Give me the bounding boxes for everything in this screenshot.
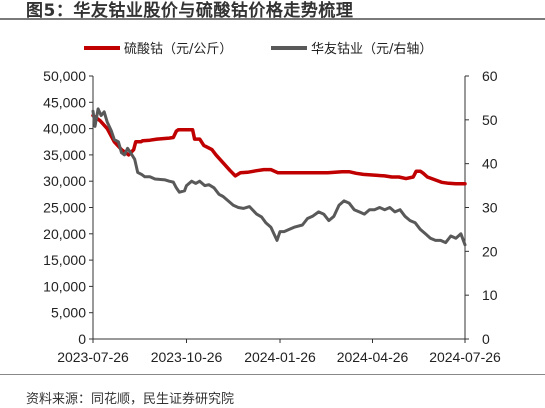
left-y-tick-label: 40,000 xyxy=(43,121,86,137)
right-y-tick-label: 0 xyxy=(482,331,490,347)
source-note: 资料来源：同花顺，民生证券研究院 xyxy=(26,392,235,407)
axes xyxy=(89,75,469,343)
left-y-tick-label: 50,000 xyxy=(43,68,86,84)
x-tick-label: 2023-10-26 xyxy=(151,349,223,365)
x-tick-label: 2024-04-26 xyxy=(337,349,409,365)
figure-title: 图5：华友钴业股价与硫酸钴价格走势梳理 xyxy=(26,1,354,21)
source-rule xyxy=(0,374,545,375)
series-line-cobalt-sulfate xyxy=(91,113,467,186)
title-rule xyxy=(0,18,545,20)
right-y-tick-label: 60 xyxy=(482,68,498,84)
right-y-tick-label: 10 xyxy=(482,287,498,303)
right-y-tick-label: 50 xyxy=(482,112,498,128)
legend: 硫酸钴（元/公斤） 华友钴业（元/右轴） xyxy=(84,41,432,57)
legend-label-cobalt-sulfate: 硫酸钴（元/公斤） xyxy=(124,42,232,57)
left-y-tick-label: 5,000 xyxy=(51,305,86,321)
series-layer xyxy=(91,107,467,247)
left-y-tick-label: 0 xyxy=(78,331,86,347)
left-y-tick-label: 15,000 xyxy=(43,252,86,268)
right-y-tick-label: 30 xyxy=(482,200,498,216)
left-y-tick-label: 10,000 xyxy=(43,278,86,294)
x-tick-label: 2024-07-26 xyxy=(429,349,501,365)
left-y-tick-label: 35,000 xyxy=(43,147,86,163)
x-tick-label: 2023-07-26 xyxy=(57,349,129,365)
left-y-tick-label: 20,000 xyxy=(43,226,86,242)
left-y-tick-label: 45,000 xyxy=(43,94,86,110)
x-tick-label: 2024-01-26 xyxy=(244,349,316,365)
legend-label-huayou-cobalt: 华友钴业（元/右轴） xyxy=(311,41,432,57)
left-y-tick-label: 25,000 xyxy=(43,200,86,216)
right-y-tick-label: 40 xyxy=(482,156,498,172)
right-y-tick-label: 20 xyxy=(482,243,498,259)
series-line-huayou-cobalt xyxy=(91,107,467,247)
left-y-tick-label: 30,000 xyxy=(43,173,86,189)
tick-labels: 0 5,000 10,000 15,000 20,000 25,000 30,000 35,0… xyxy=(43,68,501,365)
